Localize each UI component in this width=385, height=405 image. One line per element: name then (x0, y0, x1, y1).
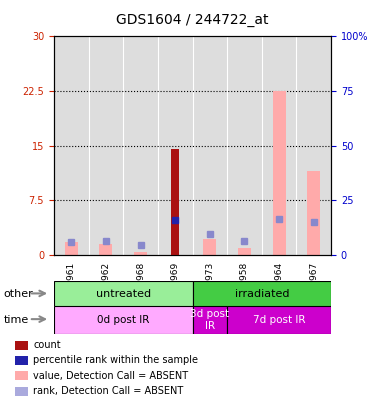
Text: 7d post IR: 7d post IR (253, 315, 305, 325)
Text: rank, Detection Call = ABSENT: rank, Detection Call = ABSENT (33, 386, 184, 396)
Bar (227, 306, 331, 334)
Text: count: count (33, 340, 61, 350)
Bar (171, 149, 179, 255)
Bar (307, 171, 320, 255)
Bar (134, 252, 147, 255)
Bar (273, 91, 286, 255)
Bar (99, 244, 112, 255)
Text: irradiated: irradiated (234, 289, 289, 298)
Text: value, Detection Call = ABSENT: value, Detection Call = ABSENT (33, 371, 189, 381)
Bar (54, 306, 192, 334)
Text: 0d post IR: 0d post IR (97, 315, 149, 325)
Bar (238, 248, 251, 255)
Text: 3d post
IR: 3d post IR (190, 309, 229, 331)
Bar (192, 306, 227, 334)
Text: untreated: untreated (95, 289, 151, 298)
Text: other: other (4, 289, 33, 298)
Text: time: time (4, 315, 29, 325)
Bar (192, 281, 331, 306)
Bar (54, 281, 192, 306)
Bar (203, 239, 216, 255)
Text: GDS1604 / 244722_at: GDS1604 / 244722_at (116, 13, 269, 27)
Bar (65, 242, 78, 255)
Text: percentile rank within the sample: percentile rank within the sample (33, 356, 199, 365)
